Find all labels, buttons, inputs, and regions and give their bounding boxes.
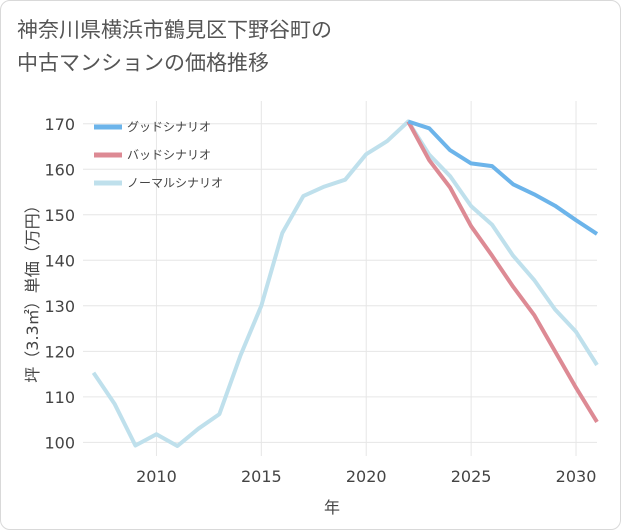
y-tick-label-140: 140 [44, 251, 75, 270]
x-tick-label-2030: 2030 [556, 467, 597, 486]
x-tick-label-2015: 2015 [241, 467, 282, 486]
y-tick-label-110: 110 [44, 388, 75, 407]
x-tick-label-2025: 2025 [451, 467, 492, 486]
y-tick-label-100: 100 [44, 433, 75, 452]
legend-label-0: グッドシナリオ [127, 120, 211, 134]
grid [83, 101, 597, 456]
legend-label-2: ノーマルシナリオ [127, 176, 223, 190]
y-tick-label-170: 170 [44, 115, 75, 134]
x-axis-title: 年 [324, 498, 340, 517]
x-tick-label-2020: 2020 [346, 467, 387, 486]
y-tick-label-160: 160 [44, 160, 75, 179]
chart-title: 神奈川県横浜市鶴見区下野谷町の 中古マンションの価格推移 [17, 14, 332, 80]
legend-label-1: バッドシナリオ [127, 148, 211, 162]
chart-title-line-1: 神奈川県横浜市鶴見区下野谷町の [17, 18, 332, 42]
series-line-0 [407, 119, 599, 236]
axes: 100 110 120 130 140 150 160 170 2010 2015 2020 2025… [44, 115, 596, 486]
x-tick-label-2010: 2010 [136, 467, 177, 486]
series-lines [91, 119, 599, 448]
y-tick-label-150: 150 [44, 206, 75, 225]
series-line-2 [91, 119, 599, 448]
y-axis-title: 坪（3.3㎡）単価（万円） [23, 197, 42, 382]
series-line-1 [406, 120, 599, 423]
y-tick-label-130: 130 [44, 297, 75, 316]
y-tick-label-120: 120 [44, 342, 75, 361]
chart-title-line-2: 中古マンションの価格推移 [17, 51, 269, 75]
